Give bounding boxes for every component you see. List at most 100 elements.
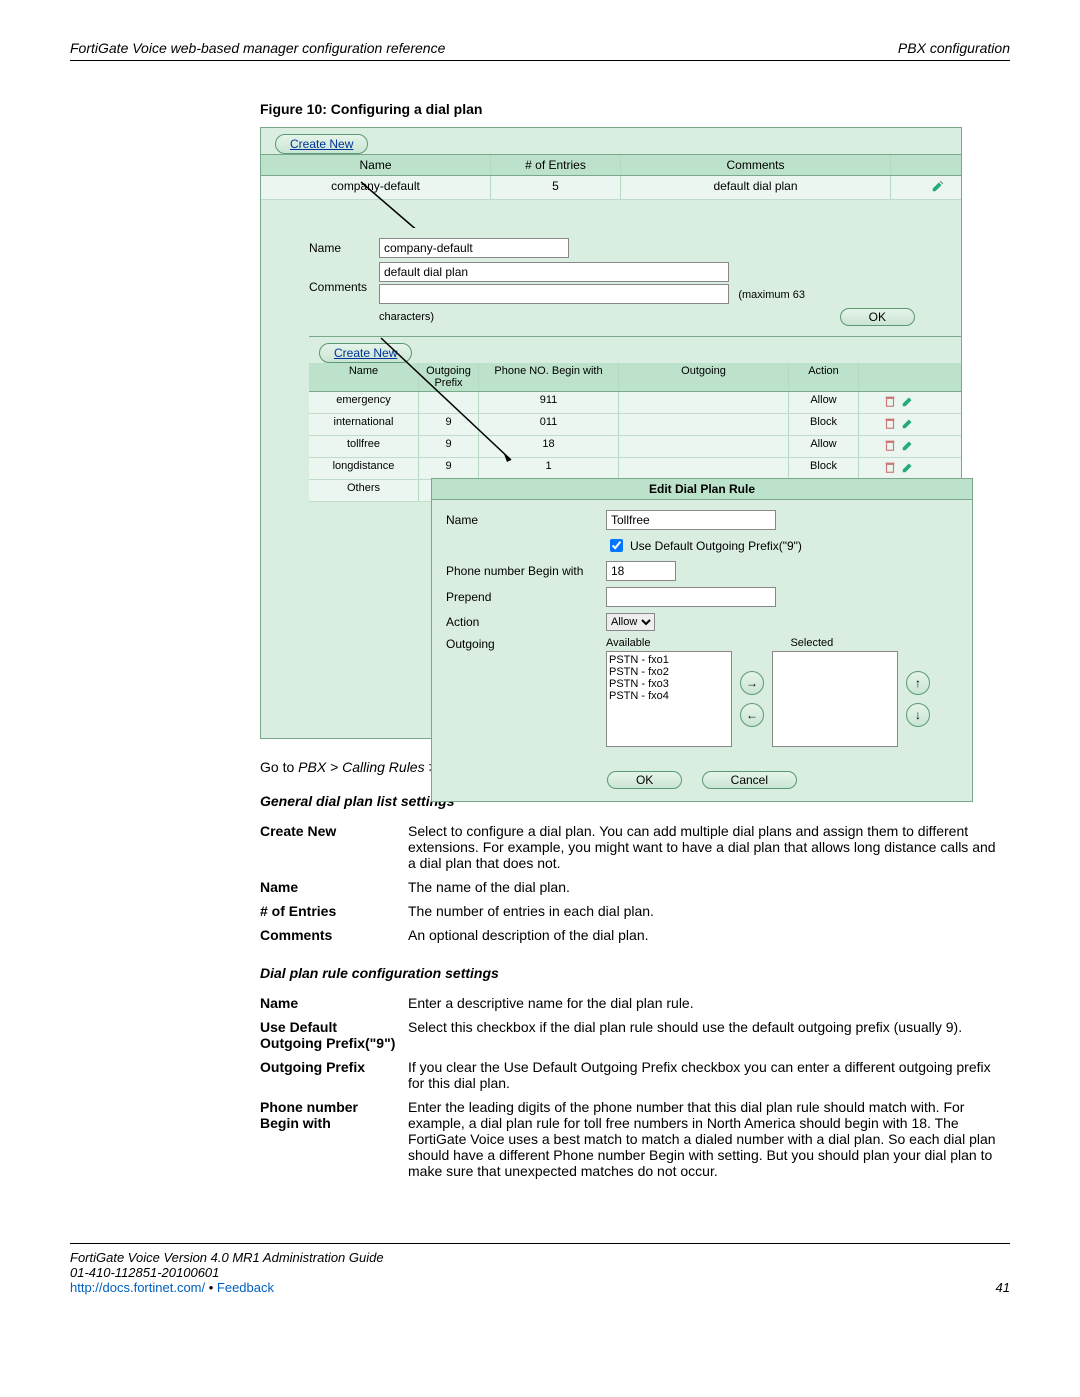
characters-note: characters) bbox=[379, 311, 434, 323]
row-comments: default dial plan bbox=[621, 176, 891, 199]
comments-label: Comments bbox=[309, 262, 379, 294]
edit-icon[interactable] bbox=[901, 416, 915, 430]
dlg-prepend-input[interactable] bbox=[606, 587, 776, 607]
comments-input-2[interactable] bbox=[379, 284, 729, 304]
use-default-label: Use Default Outgoing Prefix("9") bbox=[630, 539, 802, 553]
header-right: PBX configuration bbox=[898, 40, 1010, 56]
dlg-action-label: Action bbox=[446, 615, 606, 629]
row-entries: 5 bbox=[491, 176, 621, 199]
edit-dialplan-rule-dialog: Edit Dial Plan Rule Name Use Default Out… bbox=[431, 478, 973, 802]
dlg-name-label: Name bbox=[446, 513, 606, 527]
figure-caption: Figure 10: Configuring a dial plan bbox=[260, 101, 1010, 117]
def-desc: If you clear the Use Default Outgoing Pr… bbox=[408, 1055, 1010, 1095]
dlg-ok-button[interactable]: OK bbox=[607, 771, 682, 789]
dlg-cancel-button[interactable]: Cancel bbox=[702, 771, 797, 789]
rule-row[interactable]: international9011Block bbox=[309, 414, 961, 436]
col-entries: # of Entries bbox=[491, 155, 621, 175]
page-header: FortiGate Voice web-based manager config… bbox=[70, 40, 1010, 61]
def-row: Create NewSelect to configure a dial pla… bbox=[260, 819, 1010, 875]
def-desc: Select this checkbox if the dial plan ru… bbox=[408, 1015, 1010, 1055]
available-item[interactable]: PSTN - fxo2 bbox=[609, 666, 729, 678]
edit-icon[interactable] bbox=[901, 438, 915, 452]
list-row[interactable]: company-default 5 default dial plan bbox=[261, 176, 961, 200]
header-left: FortiGate Voice web-based manager config… bbox=[70, 40, 445, 56]
rule-settings-table: NameEnter a descriptive name for the dia… bbox=[260, 991, 1010, 1183]
def-row: NameEnter a descriptive name for the dia… bbox=[260, 991, 1010, 1015]
available-label: Available bbox=[606, 637, 650, 649]
delete-icon[interactable] bbox=[883, 394, 897, 408]
dialog-title: Edit Dial Plan Rule bbox=[432, 479, 972, 500]
move-left-button[interactable]: ← bbox=[740, 703, 764, 727]
move-down-button[interactable]: ↓ bbox=[906, 703, 930, 727]
available-item[interactable]: PSTN - fxo1 bbox=[609, 654, 729, 666]
def-desc: An optional description of the dial plan… bbox=[408, 923, 1010, 947]
selected-label: Selected bbox=[790, 637, 833, 649]
row-edit[interactable] bbox=[891, 176, 951, 199]
move-up-button[interactable]: ↑ bbox=[906, 671, 930, 695]
dlg-outgoing-label: Outgoing bbox=[446, 637, 606, 651]
footer-link[interactable]: http://docs.fortinet.com/ bbox=[70, 1280, 205, 1295]
dlg-name-input[interactable] bbox=[606, 510, 776, 530]
screenshot-panel: Create New Name # of Entries Comments co… bbox=[260, 127, 962, 739]
name-label: Name bbox=[309, 241, 379, 255]
create-new-button[interactable]: Create New bbox=[275, 134, 368, 154]
def-row: # of EntriesThe number of entries in eac… bbox=[260, 899, 1010, 923]
selected-listbox[interactable] bbox=[772, 651, 898, 747]
rule-row[interactable]: emergency911Allow bbox=[309, 392, 961, 414]
def-row: CommentsAn optional description of the d… bbox=[260, 923, 1010, 947]
def-term: Outgoing Prefix bbox=[260, 1055, 408, 1095]
def-desc: Select to configure a dial plan. You can… bbox=[408, 819, 1010, 875]
def-row: Phone number Begin withEnter the leading… bbox=[260, 1095, 1010, 1183]
def-desc: Enter a descriptive name for the dial pl… bbox=[408, 991, 1010, 1015]
available-listbox[interactable]: PSTN - fxo1PSTN - fxo2PSTN - fxo3PSTN - … bbox=[606, 651, 732, 747]
max-note: (maximum 63 bbox=[738, 289, 805, 301]
def-term: Create New bbox=[260, 819, 408, 875]
footer-docid: 01-410-112851-20100601 bbox=[70, 1265, 384, 1280]
page-number: 41 bbox=[996, 1280, 1010, 1295]
edit-icon[interactable] bbox=[901, 394, 915, 408]
rule-settings-title: Dial plan rule configuration settings bbox=[260, 965, 1010, 981]
name-input[interactable] bbox=[379, 238, 569, 258]
available-item[interactable]: PSTN - fxo3 bbox=[609, 678, 729, 690]
def-term: # of Entries bbox=[260, 899, 408, 923]
def-row: Outgoing PrefixIf you clear the Use Defa… bbox=[260, 1055, 1010, 1095]
dlg-action-select[interactable]: Allow bbox=[606, 613, 655, 631]
delete-icon[interactable] bbox=[883, 460, 897, 474]
def-term: Name bbox=[260, 875, 408, 899]
list-header: Name # of Entries Comments bbox=[261, 154, 961, 176]
col-actions bbox=[891, 155, 951, 175]
rule-row[interactable]: longdistance91Block bbox=[309, 458, 961, 480]
available-item[interactable]: PSTN - fxo4 bbox=[609, 690, 729, 702]
rules-header: Name Outgoing Prefix Phone NO. Begin wit… bbox=[309, 363, 961, 392]
use-default-checkbox[interactable] bbox=[610, 539, 623, 552]
delete-icon[interactable] bbox=[883, 438, 897, 452]
col-name: Name bbox=[261, 155, 491, 175]
def-row: Use Default Outgoing Prefix("9")Select t… bbox=[260, 1015, 1010, 1055]
def-term: Name bbox=[260, 991, 408, 1015]
general-settings-table: Create NewSelect to configure a dial pla… bbox=[260, 819, 1010, 947]
def-row: NameThe name of the dial plan. bbox=[260, 875, 1010, 899]
def-desc: Enter the leading digits of the phone nu… bbox=[408, 1095, 1010, 1183]
dlg-begin-label: Phone number Begin with bbox=[446, 564, 606, 578]
def-term: Use Default Outgoing Prefix("9") bbox=[260, 1015, 408, 1055]
def-term: Comments bbox=[260, 923, 408, 947]
edit-icon[interactable] bbox=[931, 179, 945, 193]
comments-input[interactable] bbox=[379, 262, 729, 282]
delete-icon[interactable] bbox=[883, 416, 897, 430]
footer-title: FortiGate Voice Version 4.0 MR1 Administ… bbox=[70, 1250, 384, 1265]
row-name: company-default bbox=[261, 176, 491, 199]
create-new-rule-button[interactable]: Create New bbox=[319, 343, 412, 363]
page-footer: FortiGate Voice Version 4.0 MR1 Administ… bbox=[70, 1243, 1010, 1295]
def-term: Phone number Begin with bbox=[260, 1095, 408, 1183]
dialplan-form: Name Comments (maximum 63 characters) OK bbox=[261, 228, 961, 336]
def-desc: The number of entries in each dial plan. bbox=[408, 899, 1010, 923]
move-right-button[interactable]: → bbox=[740, 671, 764, 695]
edit-icon[interactable] bbox=[901, 460, 915, 474]
ok-button[interactable]: OK bbox=[840, 308, 915, 326]
dlg-begin-input[interactable] bbox=[606, 561, 676, 581]
col-comments: Comments bbox=[621, 155, 891, 175]
footer-feedback[interactable]: Feedback bbox=[217, 1280, 274, 1295]
rule-row[interactable]: tollfree918Allow bbox=[309, 436, 961, 458]
def-desc: The name of the dial plan. bbox=[408, 875, 1010, 899]
dlg-prepend-label: Prepend bbox=[446, 590, 606, 604]
